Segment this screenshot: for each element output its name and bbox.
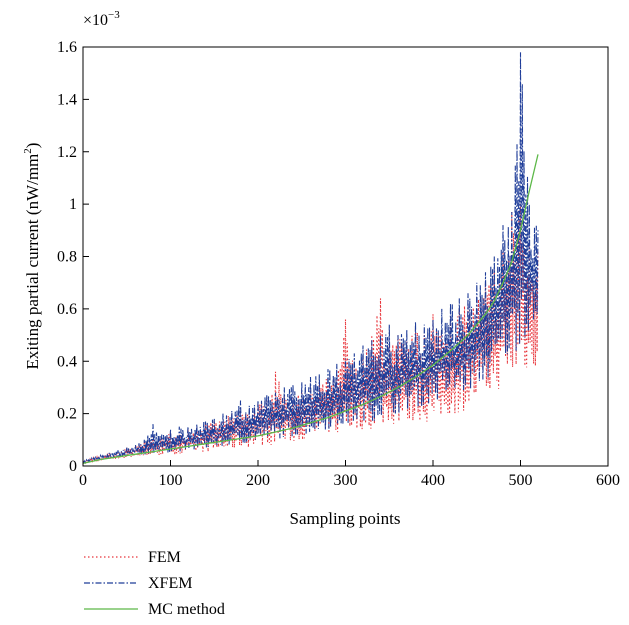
y-axis-label-text: Exiting partial current (nW/mm (23, 154, 42, 370)
y-axis-label: Exiting partial current (nW/mm2) (22, 143, 42, 370)
series-line-xfem (82, 52, 539, 464)
x-tick-label: 0 (79, 472, 87, 489)
x-tick-label: 300 (334, 472, 358, 489)
y-tick-label: 0.6 (57, 301, 77, 318)
y-axis-label-end: ) (23, 143, 42, 149)
y-multiplier: ×10−3 (83, 9, 120, 29)
y-multiplier-base: ×10 (83, 12, 108, 29)
y-tick-label: 1.6 (57, 39, 77, 56)
y-axis-label-sup: 2 (22, 148, 34, 154)
series-line-mc-method (82, 154, 539, 465)
y-tick-label: 0.4 (57, 353, 77, 370)
legend-label: XFEM (148, 575, 192, 592)
x-tick-label: 600 (596, 472, 620, 489)
x-axis: 0 100 200 300 400 500 600 (79, 460, 620, 489)
x-axis-label: Sampling points (290, 509, 401, 528)
y-tick-label: 1 (69, 196, 77, 213)
series-layer (82, 52, 539, 465)
y-tick-label: 1.2 (57, 144, 77, 161)
x-tick-label: 500 (509, 472, 533, 489)
legend-label: FEM (148, 549, 181, 566)
legend: FEM XFEM MC method (84, 549, 225, 618)
y-multiplier-exponent: −3 (108, 9, 120, 21)
y-axis: 0 0.2 0.4 0.6 0.8 1 1.2 1.4 1.6 (57, 39, 89, 475)
y-tick-label: 0.2 (57, 406, 77, 423)
x-tick-label: 100 (159, 472, 183, 489)
y-tick-label: 0.8 (57, 249, 77, 266)
y-tick-label: 0 (69, 458, 77, 475)
plot-area: 0 100 200 300 400 500 600 0 0.2 0.4 0.6 0.8 1 1.2 1.4… (57, 39, 620, 489)
y-tick-label: 1.4 (57, 91, 77, 108)
x-tick-label: 400 (421, 472, 445, 489)
x-tick-label: 200 (246, 472, 270, 489)
legend-label: MC method (148, 601, 225, 618)
